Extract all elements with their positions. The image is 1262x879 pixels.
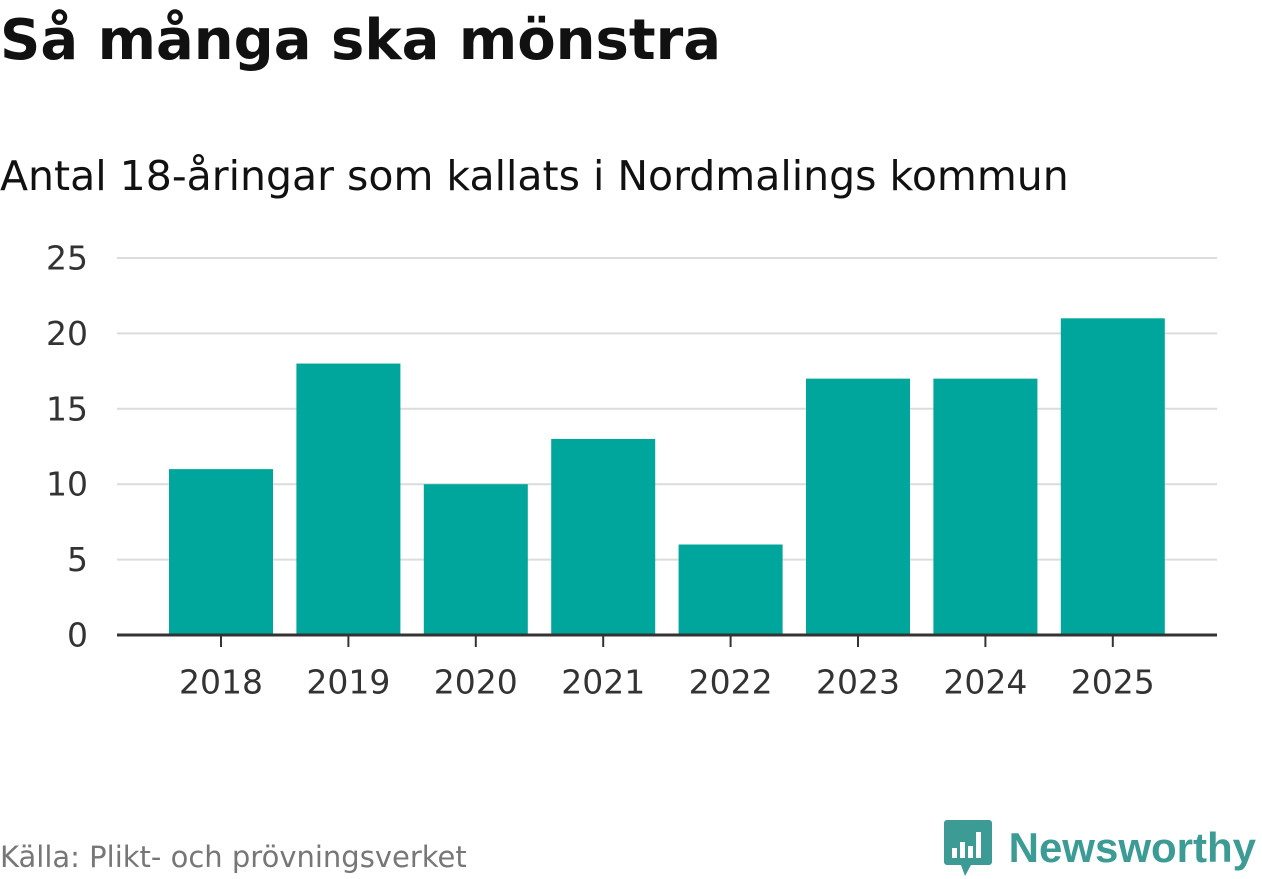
- chart-subtitle: Antal 18-åringar som kallats i Nordmalin…: [0, 152, 1069, 200]
- chart-title: Så många ska mönstra: [0, 8, 722, 73]
- x-tick-label-2020: 2020: [434, 663, 518, 702]
- x-tick-label-2021: 2021: [561, 663, 645, 702]
- x-tick-label-2022: 2022: [689, 663, 773, 702]
- brand-name: Newsworthy: [1008, 824, 1256, 871]
- y-tick-label-20: 20: [46, 314, 88, 353]
- bar-2021: [551, 438, 656, 635]
- source-note: Källa: Plikt- och prövningsverket: [0, 840, 467, 874]
- bar-2024: [933, 378, 1038, 635]
- x-tick-label-2018: 2018: [179, 663, 263, 702]
- x-tick-label-2019: 2019: [306, 663, 390, 702]
- brand-logo: Newsworthy: [943, 818, 1256, 878]
- bar-2025: [1060, 318, 1165, 635]
- y-tick-label-15: 15: [46, 389, 88, 428]
- y-tick-label-10: 10: [46, 465, 88, 504]
- y-tick-label-5: 5: [67, 540, 88, 579]
- y-tick-label-25: 25: [46, 239, 88, 278]
- x-tick-label-2023: 2023: [816, 663, 900, 702]
- bar-2023: [806, 378, 910, 635]
- bar-2022: [678, 544, 783, 635]
- bar-2019: [296, 363, 401, 635]
- y-tick-label-0: 0: [67, 616, 88, 655]
- x-tick-label-2024: 2024: [943, 663, 1027, 702]
- bar-chart-speech-bubble-icon: [943, 820, 992, 876]
- x-tick-label-2025: 2025: [1071, 663, 1155, 702]
- bar-2018: [169, 469, 273, 635]
- bar-2020: [423, 484, 528, 635]
